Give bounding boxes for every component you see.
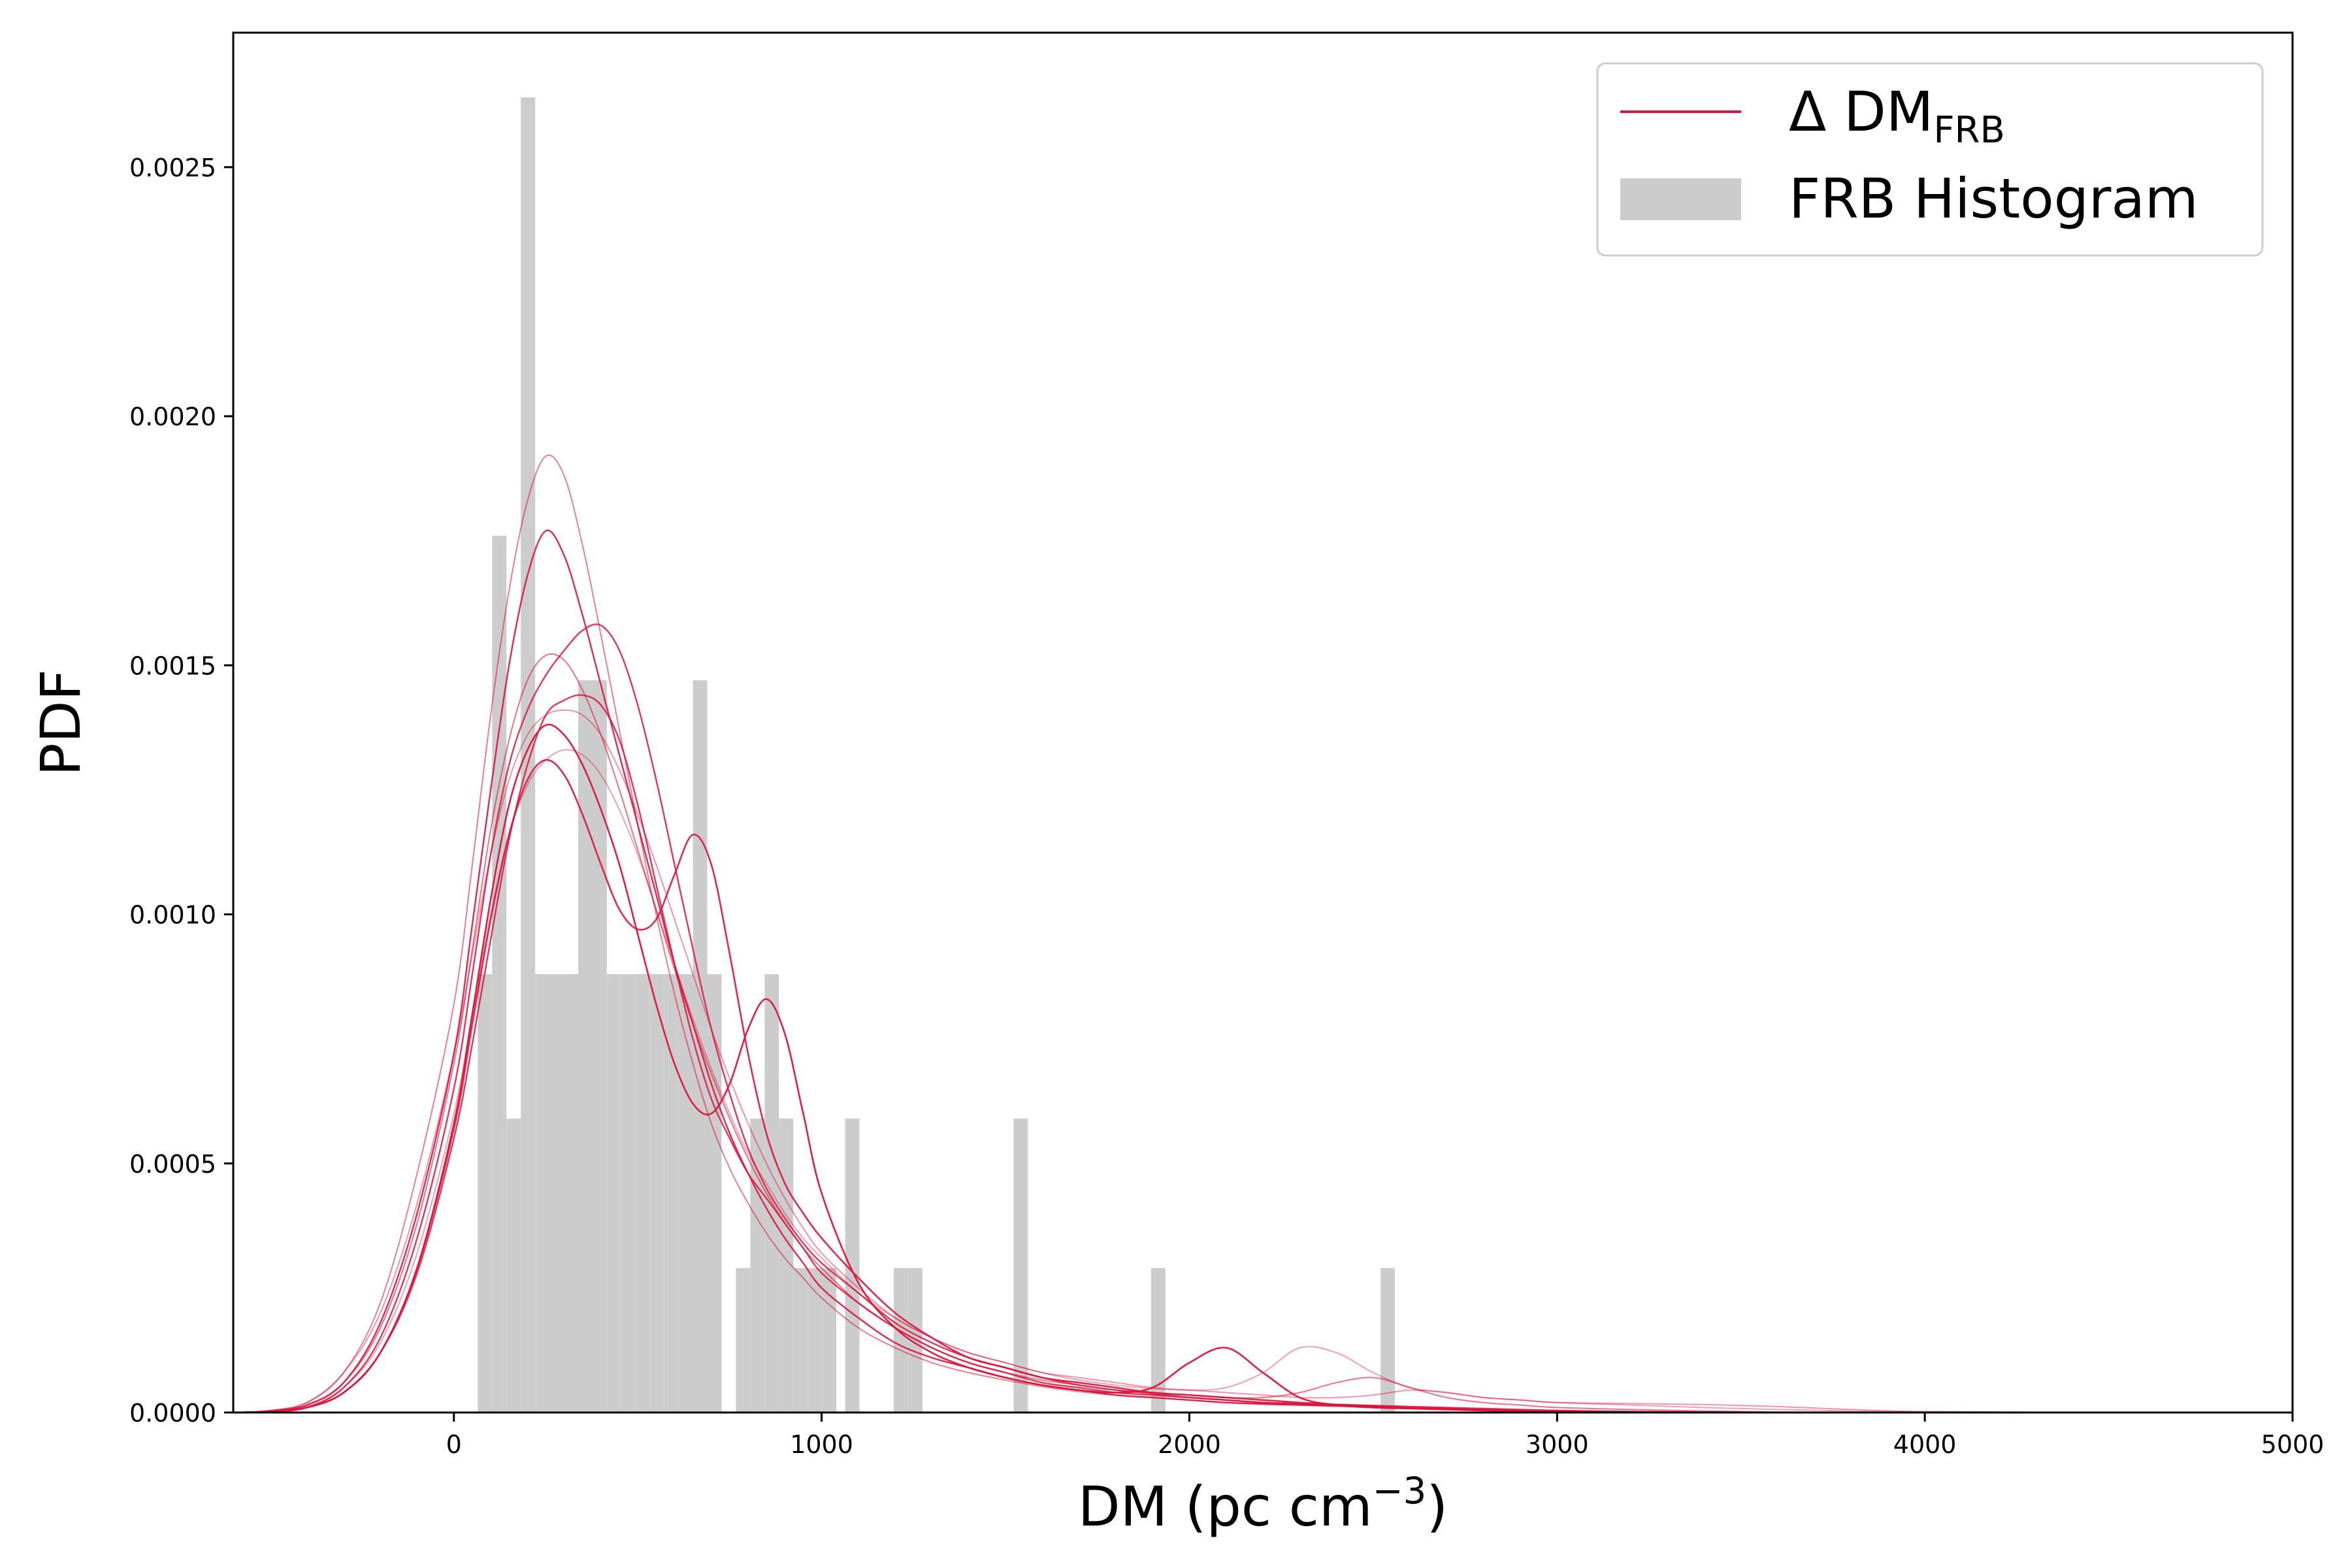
histogram-bar: [549, 974, 564, 1413]
x-axis-title: DM (pc cm−3): [1078, 1470, 1448, 1539]
x-tick-label: 3000: [1526, 1430, 1589, 1459]
pdf-curves: [233, 454, 2293, 1414]
histogram-bar: [592, 680, 607, 1413]
histogram-bars: [478, 97, 1396, 1413]
histogram-bar: [750, 1119, 765, 1413]
histogram-bar: [1013, 1119, 1028, 1413]
histogram-bar: [822, 1267, 837, 1413]
histogram-bar: [621, 974, 636, 1413]
histogram-bar: [1380, 1267, 1396, 1413]
pdf-curve: [233, 709, 2293, 1413]
histogram-bar: [578, 680, 593, 1413]
x-tick-label: 4000: [1893, 1430, 1957, 1459]
y-tick-label: 0.0000: [129, 1399, 216, 1428]
y-tick-label: 0.0005: [129, 1150, 216, 1179]
histogram-bar: [736, 1267, 751, 1413]
y-axis-title: PDF: [29, 669, 93, 776]
histogram-bar: [845, 1119, 860, 1413]
legend: Δ DMFRB FRB Histogram: [1596, 62, 2264, 257]
x-axis-ticks: 0 1000 2000 3000 4000 5000: [446, 1413, 2325, 1459]
legend-frame: [1596, 62, 2264, 257]
legend-label-delta-dm: Δ DMFRB: [1789, 80, 2005, 152]
histogram-bar: [635, 974, 650, 1413]
histogram-bar: [535, 974, 550, 1413]
legend-label-frb-histogram: FRB Histogram: [1789, 167, 2198, 231]
plot-frame: [232, 31, 2294, 1414]
histogram-bar: [606, 974, 621, 1413]
histogram-bar: [478, 974, 493, 1413]
x-tick-label: 2000: [1158, 1430, 1221, 1459]
histogram-bar: [793, 1267, 808, 1413]
legend-histogram-swatch: [1620, 178, 1741, 220]
histogram-bar: [649, 974, 664, 1413]
y-tick-label: 0.0020: [129, 402, 216, 431]
histogram-bar: [506, 1119, 521, 1413]
pdf-curve: [233, 723, 2293, 1414]
histogram-bar: [893, 1267, 908, 1413]
y-axis-ticks: 0.0000 0.0005 0.0010 0.0015 0.0020 0.0025: [129, 154, 233, 1428]
pdf-curve: [233, 653, 2293, 1413]
x-tick-label: 1000: [790, 1430, 853, 1459]
histogram-bar: [1151, 1267, 1166, 1413]
x-tick-label: 0: [446, 1430, 462, 1459]
histogram-bar: [764, 974, 779, 1413]
histogram-bar: [521, 97, 536, 1413]
histogram-bar: [664, 974, 679, 1413]
y-tick-label: 0.0010: [129, 901, 216, 930]
histogram-bar: [492, 536, 507, 1413]
histogram-bar: [564, 974, 578, 1413]
histogram-bar: [808, 1267, 823, 1413]
y-tick-label: 0.0025: [129, 154, 216, 182]
histogram-bar: [907, 1267, 923, 1413]
pdf-curve: [233, 749, 2293, 1413]
y-tick-label: 0.0015: [129, 651, 216, 680]
x-tick-label: 5000: [2261, 1430, 2325, 1459]
